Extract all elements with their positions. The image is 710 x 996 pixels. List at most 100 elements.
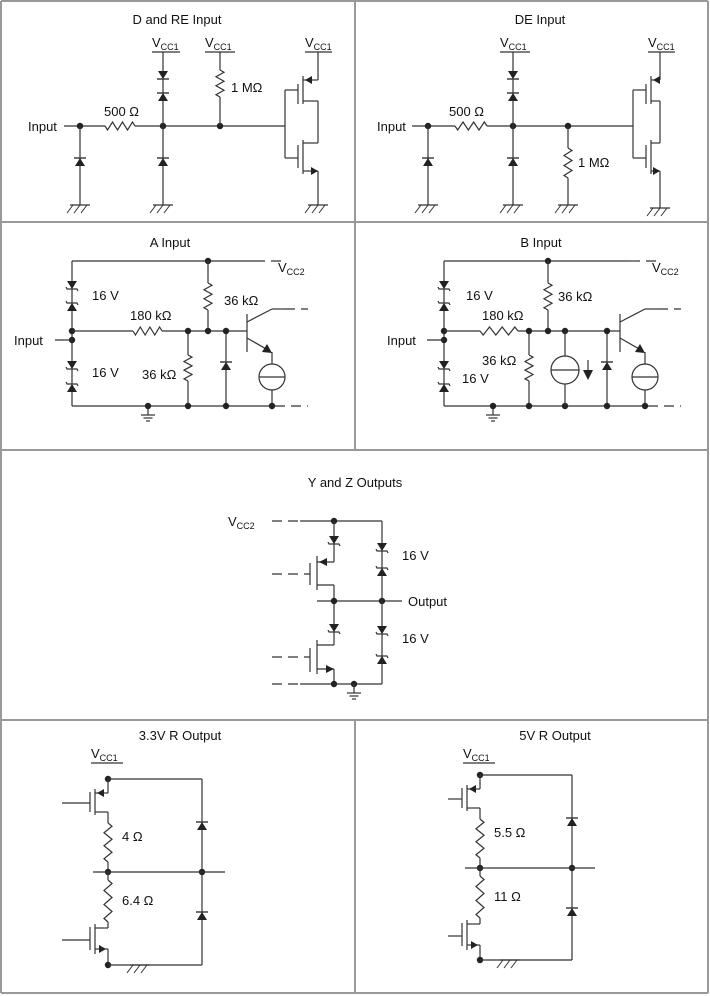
vcc-label: VCC1 <box>463 746 490 763</box>
diode-triangle <box>158 71 168 79</box>
vcc-main: V <box>278 260 287 275</box>
junction-dot <box>222 327 230 335</box>
chassis-ground-icon <box>499 204 523 214</box>
ground-hatch <box>421 204 429 214</box>
resistor-label: 180 kΩ <box>482 308 524 323</box>
resistor-36k-bottom <box>182 354 194 382</box>
diode <box>157 71 169 80</box>
junction-dot <box>603 402 611 410</box>
zener-diode <box>65 381 79 392</box>
diode-triangle <box>158 93 168 101</box>
ground-hatch <box>496 959 504 969</box>
input-label: Input <box>28 119 57 134</box>
zener-diode <box>327 536 341 547</box>
diode-triangle <box>567 818 577 826</box>
diode-bar <box>327 541 341 547</box>
diode <box>601 361 613 370</box>
diode-bar <box>437 366 451 372</box>
zener-diode <box>65 281 79 292</box>
arrow-icon <box>635 344 645 353</box>
current-source-icon <box>631 363 659 391</box>
arrow-icon <box>319 558 327 566</box>
diode-triangle <box>67 303 77 311</box>
vcc-subscript: CC2 <box>237 521 255 531</box>
resistor-label: 500 Ω <box>104 104 139 119</box>
vcc-label: VCC1 <box>305 35 332 52</box>
diode-triangle <box>439 281 449 289</box>
vcc-subscript: CC2 <box>661 267 679 277</box>
zener-label: 16 V <box>466 288 493 303</box>
resistor-upper <box>103 822 113 863</box>
panel-r33-output: 3.3V R Output VCC1 4 Ω 6.4 Ω <box>62 728 225 974</box>
resistor-500-ohm <box>104 120 136 132</box>
output-label: Output <box>408 594 447 609</box>
ground-hatch <box>428 204 436 214</box>
arrow-icon <box>471 941 478 949</box>
ground-hatch <box>318 204 326 214</box>
zener-diode <box>437 281 451 292</box>
zener-diode <box>375 565 389 576</box>
diode-triangle <box>197 822 207 830</box>
vcc-subscript: CC1 <box>214 42 232 52</box>
zener-diode <box>375 653 389 664</box>
zener-diode <box>375 626 389 637</box>
diode-triangle <box>508 158 518 166</box>
current-source-icon <box>258 363 286 391</box>
resistor-label: 1 MΩ <box>578 155 610 170</box>
panel-r5-output: 5V R Output VCC1 5.5 Ω 11 Ω <box>448 728 595 969</box>
zener-label: 16 V <box>462 371 489 386</box>
diode <box>157 157 169 166</box>
diode <box>196 821 208 830</box>
vcc-main: V <box>152 35 161 50</box>
vcc-main: V <box>463 746 472 761</box>
diode <box>507 157 519 166</box>
vcc-subscript: CC1 <box>100 753 118 763</box>
diode-triangle <box>439 361 449 369</box>
ground-hatch <box>510 959 518 969</box>
resistor-1-mohm <box>214 69 226 98</box>
diode-bar <box>437 381 451 387</box>
ground-hatch <box>66 204 74 214</box>
junction-dot <box>603 327 611 335</box>
resistor-label: 36 kΩ <box>224 293 259 308</box>
earth-ground-icon <box>347 684 361 700</box>
panel-title: D and RE Input <box>133 12 222 27</box>
vcc-label: VCC1 <box>205 35 232 52</box>
resistor-500-ohm <box>454 120 488 132</box>
vcc-main: V <box>500 35 509 50</box>
ground-hatch <box>73 204 81 214</box>
panel-b-input: B Input VCC2 16 V 16 V Input 180 kΩ 36 kΩ 36 kΩ <box>387 235 681 422</box>
resistor-label: 36 kΩ <box>558 289 593 304</box>
diode <box>566 817 578 826</box>
arrow-icon <box>326 665 334 673</box>
zener-diode <box>327 624 341 635</box>
vcc-main: V <box>91 746 100 761</box>
panel-title: B Input <box>520 235 562 250</box>
vcc-main: V <box>648 35 657 50</box>
panel-title: Y and Z Outputs <box>308 475 403 490</box>
ground-hatch <box>568 204 576 214</box>
diode-triangle <box>377 568 387 576</box>
vcc-main: V <box>652 260 661 275</box>
ground-hatch <box>646 207 654 217</box>
wire <box>246 308 273 323</box>
resistor-lower <box>103 879 113 923</box>
vcc-label: VCC2 <box>652 260 679 277</box>
zener-label: 16 V <box>92 365 119 380</box>
diode <box>74 157 86 166</box>
junction-dot <box>222 402 230 410</box>
chassis-ground-icon <box>126 964 150 974</box>
resistor-1-mohm <box>562 147 574 179</box>
arrow-icon <box>305 76 312 84</box>
diode-bar <box>375 565 389 571</box>
panel-yz-outputs: Y and Z Outputs VCC2 Output 16 V 16 V <box>228 475 447 700</box>
junction-dot <box>330 597 338 605</box>
vcc-subscript: CC1 <box>314 42 332 52</box>
resistor-lower <box>475 875 485 919</box>
vcc-subscript: CC1 <box>472 753 490 763</box>
diode-bar <box>375 548 389 554</box>
diode-triangle <box>423 158 433 166</box>
diode <box>157 92 169 101</box>
